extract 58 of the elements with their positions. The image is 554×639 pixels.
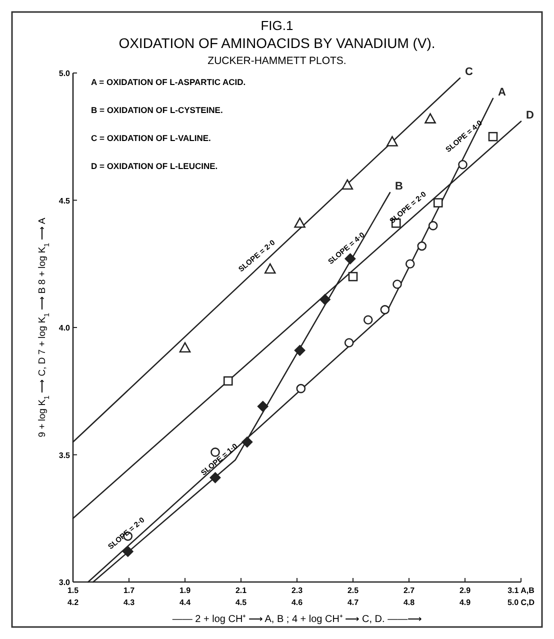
point: [392, 280, 402, 289]
point: [257, 400, 268, 412]
x2-tick-label: 3.1 A,B: [508, 586, 535, 595]
x-tick-label: 4.5: [235, 598, 248, 607]
series-label: A: [498, 86, 506, 98]
point: [294, 344, 306, 356]
x-tick-label: 4.6: [291, 598, 304, 607]
x-axis-title: —— 2 + log CH⁺ ⟶ A, B ; 4 + log CH⁺ ⟶ C, D. ——⟶: [172, 614, 422, 625]
x2-tick-label: 2.3: [291, 586, 304, 595]
series-label: C: [464, 66, 473, 78]
point: [386, 136, 398, 146]
point: [242, 436, 253, 448]
chart-title: FIG.1: [260, 18, 294, 33]
series-label: D: [526, 109, 534, 122]
x2-tick-label: 2.7: [403, 586, 416, 595]
point: [458, 160, 468, 170]
x2-tick-label: 1.9: [179, 586, 192, 595]
series-label: B: [394, 180, 403, 193]
x-tick-label: 4.3: [123, 598, 136, 607]
x2-tick-label: 2.9: [459, 586, 472, 595]
x-tick-label: 4.2: [67, 598, 80, 607]
x2-tick-label: 1.5: [67, 586, 80, 595]
text: ZUCKER-HAMMETT PLOTS.: [208, 55, 346, 67]
annotation: C = OXIDATION OF L-VALINE.: [91, 133, 211, 143]
point: [488, 132, 498, 142]
y-tick-label: 5.0: [58, 69, 71, 78]
point: [433, 198, 443, 208]
x-tick-label: 4.7: [347, 598, 360, 607]
annotation: B = OXIDATION OF L-CYSTEINE.: [91, 105, 223, 115]
y-tick-label: 4.0: [58, 324, 71, 332]
point: [179, 342, 191, 353]
x-tick-label: 4.4: [179, 598, 192, 607]
y-tick-label: 4.5: [58, 196, 71, 206]
point: [320, 294, 330, 306]
point: [348, 272, 358, 282]
x-tick-label: 5.0 C,D: [507, 598, 535, 607]
point: [223, 376, 233, 386]
x-tick-label: 4.9: [459, 598, 472, 607]
point: [294, 218, 306, 228]
x2-tick-label: 2.5: [347, 586, 360, 595]
annotation: D = OXIDATION OF L-LEUCINE.: [91, 161, 218, 171]
point: [405, 259, 415, 269]
point: [428, 221, 438, 230]
point: [264, 263, 276, 274]
point: [342, 179, 354, 190]
point: [296, 384, 306, 394]
annotation: A = OXIDATION OF L-ASPARTIC ACID.: [91, 77, 246, 87]
y-tick-label: 3.0: [58, 578, 71, 587]
point: [380, 305, 390, 314]
point: [363, 315, 373, 325]
x2-tick-label: 2.1: [235, 586, 248, 595]
y-tick-label: 3.5: [58, 450, 71, 460]
x-tick-label: 4.8: [403, 598, 416, 607]
point: [424, 113, 436, 124]
x2-tick-label: 1.7: [123, 586, 136, 595]
point: [417, 241, 427, 251]
chart-subtitle: OXIDATION OF AMINOACIDS BY VANADIUM (V).: [118, 35, 436, 51]
point: [344, 338, 354, 348]
